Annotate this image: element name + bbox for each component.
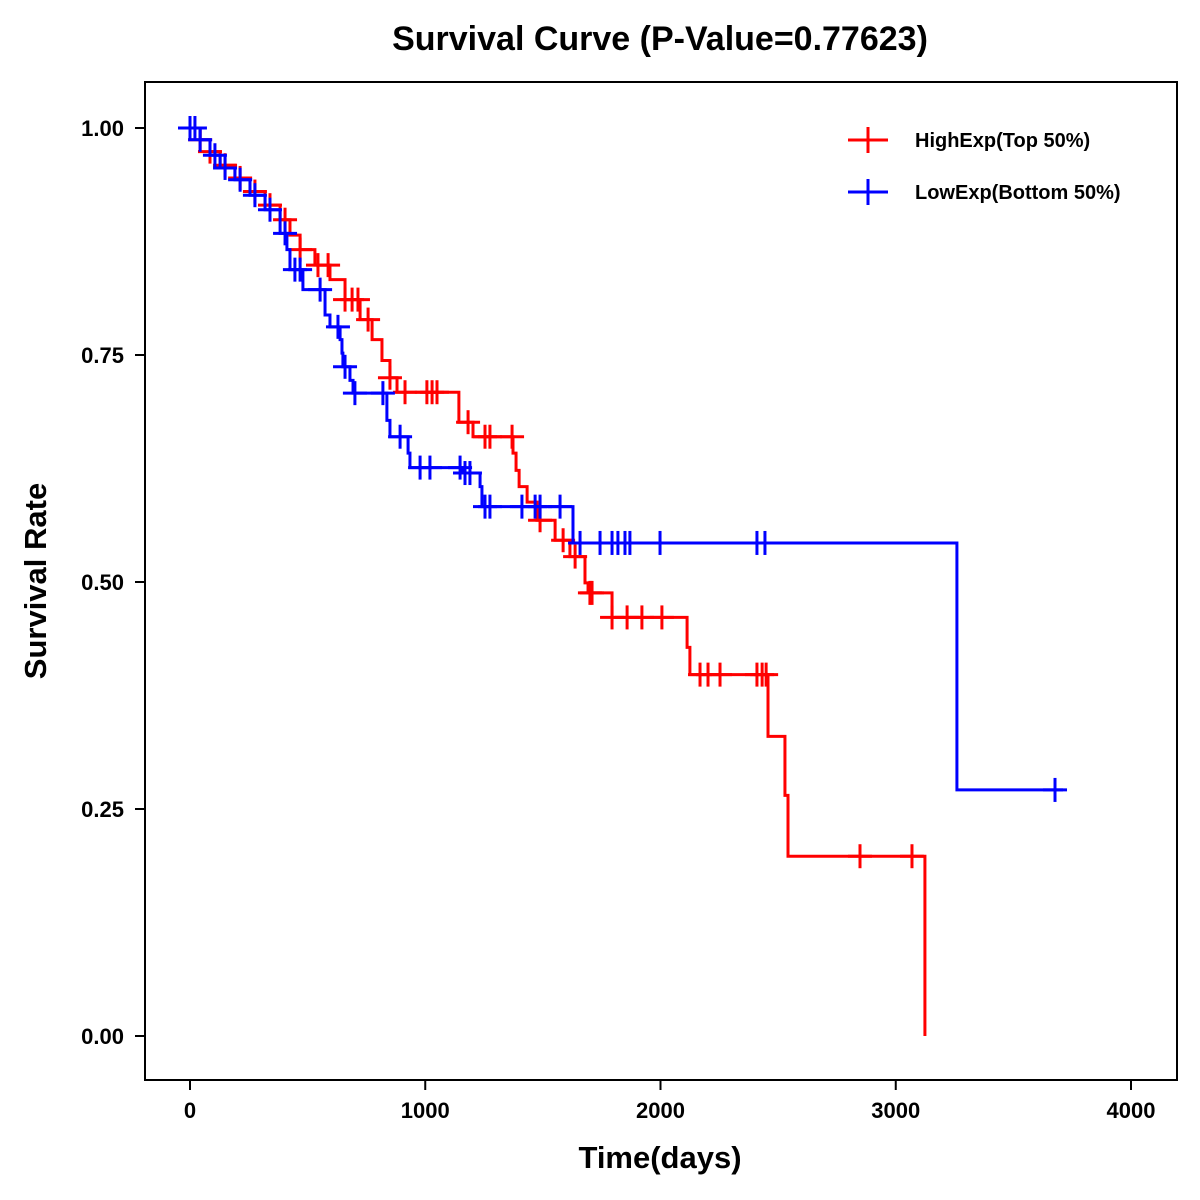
censor-mark <box>649 605 674 630</box>
censor-mark <box>213 155 238 180</box>
y-axis-title: Survival Rate <box>18 483 53 679</box>
censor-mark <box>388 424 413 449</box>
censor-mark <box>899 844 924 869</box>
legend: HighExp(Top 50%) LowExp(Bottom 50%) <box>848 127 1121 205</box>
x-tick-label: 1000 <box>401 1098 450 1123</box>
survival-curve <box>190 126 1064 792</box>
censor-mark <box>500 424 525 449</box>
censor-mark <box>448 455 473 480</box>
censor-mark <box>182 116 207 140</box>
censor-mark <box>417 455 442 480</box>
plot-frame <box>144 81 1178 1081</box>
censor-mark <box>551 528 576 553</box>
censor-mark <box>617 530 642 555</box>
censor-mark <box>477 424 502 449</box>
censor-mark <box>316 253 341 278</box>
censor-mark <box>228 167 253 192</box>
censor-mark <box>425 380 450 405</box>
series-1 <box>178 116 1068 802</box>
censor-mark <box>242 183 267 208</box>
series-layer <box>178 116 1068 1036</box>
censor-mark <box>308 277 333 302</box>
censor-mark <box>708 662 733 687</box>
censor-mark <box>563 544 588 569</box>
x-axis-title: Time(days) <box>578 1140 741 1175</box>
censor-mark <box>548 494 573 519</box>
censor-mark <box>342 381 367 406</box>
censor-mark <box>325 314 350 339</box>
censor-mark <box>648 530 673 555</box>
censor-mark <box>257 197 282 222</box>
censor-mark <box>356 307 381 332</box>
chart-title: Survival Curve (P-Value=0.77623) <box>392 20 928 58</box>
x-tick-label: 4000 <box>1107 1098 1156 1123</box>
censor-mark <box>273 221 298 246</box>
censor-mark <box>752 530 777 555</box>
censor-mark <box>377 365 402 390</box>
censor-mark <box>1043 777 1068 802</box>
censor-mark <box>477 494 502 519</box>
legend-item: LowExp(Bottom 50%) <box>848 179 1121 205</box>
x-tick-label: 3000 <box>871 1098 920 1123</box>
y-tick-label: 0.25 <box>81 797 124 822</box>
censor-mark <box>288 257 313 282</box>
censor-mark <box>847 844 872 869</box>
censor-mark <box>457 461 482 486</box>
x-tick-label: 2000 <box>636 1098 685 1123</box>
y-tick-label: 0.00 <box>81 1024 124 1049</box>
y-tick-label: 0.75 <box>81 343 124 368</box>
censor-mark <box>188 127 213 152</box>
censor-mark <box>456 410 481 435</box>
x-axis: 0 1000 2000 3000 4000 <box>184 1080 1156 1123</box>
legend-item: HighExp(Top 50%) <box>848 127 1090 153</box>
censor-mark <box>580 580 605 605</box>
censor-mark <box>393 380 418 405</box>
y-tick-label: 1.00 <box>81 116 124 141</box>
y-tick-label: 0.50 <box>81 570 124 595</box>
legend-label: HighExp(Top 50%) <box>915 130 1090 152</box>
censor-mark <box>370 381 395 406</box>
x-tick-label: 0 <box>184 1098 196 1123</box>
censor-mark <box>345 287 370 312</box>
censor-mark <box>202 143 227 168</box>
y-axis: 0.00 0.25 0.50 0.75 1.00 <box>81 116 145 1049</box>
censor-mark <box>333 354 358 379</box>
legend-label: LowExp(Bottom 50%) <box>915 182 1121 204</box>
censor-mark <box>754 662 779 687</box>
